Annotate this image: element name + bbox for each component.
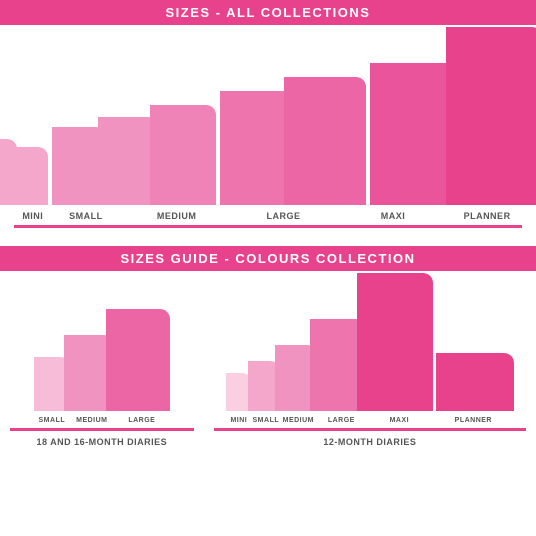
- size-label: PLANNER: [452, 211, 522, 221]
- section1-chart: [0, 25, 536, 205]
- size-label: LARGE: [114, 417, 170, 424]
- book-shape: [12, 147, 48, 205]
- section2-right-subtitle: 12-MONTH DIARIES: [204, 437, 536, 447]
- size-label: LARGE: [233, 211, 334, 221]
- size-label: MAXI: [334, 211, 452, 221]
- size-group: [366, 27, 536, 205]
- section2-left-chart: [0, 271, 204, 411]
- section2-right-chart: [204, 271, 536, 411]
- book-shape: [284, 77, 366, 205]
- size-label: MEDIUM: [70, 417, 114, 424]
- section2-left-subtitle: 18 AND 16-MONTH DIARIES: [0, 437, 204, 447]
- size-label: SMALL: [52, 211, 121, 221]
- size-group: [433, 353, 514, 411]
- size-label: PLANNER: [433, 417, 514, 424]
- book-shape: [150, 105, 216, 205]
- section1-header: SIZES - ALL COLLECTIONS: [0, 0, 536, 25]
- size-label: SMALL: [34, 417, 70, 424]
- book-shape: [370, 63, 458, 205]
- book-shape: [98, 117, 158, 205]
- size-label: MINI: [226, 417, 252, 424]
- size-label: SMALL: [252, 417, 280, 424]
- size-group: [366, 273, 433, 411]
- book-shape: [220, 91, 294, 205]
- book-shape: [446, 27, 536, 205]
- section1-labels: MINISMALLMEDIUMLARGEMAXIPLANNER: [0, 211, 536, 221]
- book-shape: [357, 273, 433, 411]
- size-label: LARGE: [317, 417, 366, 424]
- size-label: MAXI: [366, 417, 433, 424]
- book-shape: [436, 353, 514, 411]
- book-shape: [106, 309, 170, 411]
- size-label: MEDIUM: [120, 211, 233, 221]
- size-group: [0, 139, 48, 205]
- size-group: [216, 77, 366, 205]
- section2-header: SIZES GUIDE - COLOURS COLLECTION: [0, 246, 536, 271]
- size-group: [48, 105, 216, 205]
- size-label: MINI: [14, 211, 52, 221]
- section2-left-baseline: [10, 428, 194, 431]
- section2-right-baseline: [214, 428, 526, 431]
- size-label: MEDIUM: [280, 417, 317, 424]
- size-group: [114, 309, 170, 411]
- section2-left-labels: SMALLMEDIUMLARGE: [0, 417, 204, 424]
- section2-right-labels: MINISMALLMEDIUMLARGEMAXIPLANNER: [204, 417, 536, 424]
